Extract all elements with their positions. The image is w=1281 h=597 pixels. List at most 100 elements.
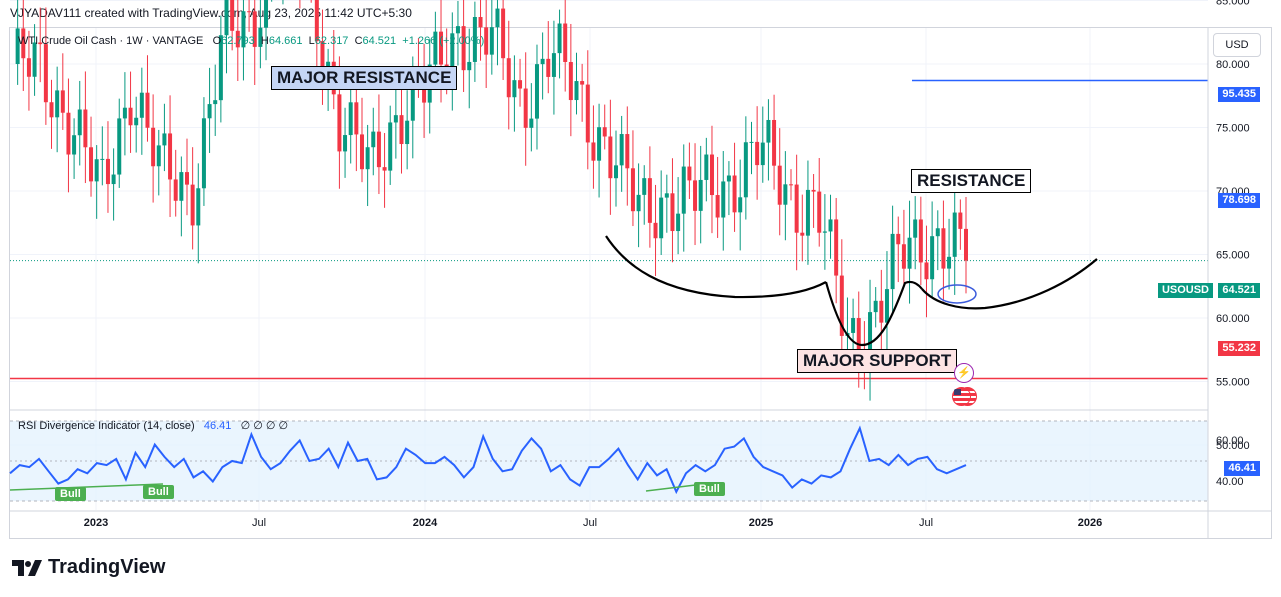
candle-body <box>506 58 511 98</box>
candle-body <box>111 174 116 185</box>
candle-body <box>393 115 398 123</box>
symbol-name-tag: USOUSD <box>1157 283 1213 298</box>
candle-body <box>179 172 184 201</box>
rsi-placeholders: ∅ ∅ ∅ ∅ <box>240 420 289 432</box>
resistance-callout: RESISTANCE <box>911 169 1032 193</box>
current-price-ellipse <box>937 284 977 304</box>
candle-body <box>726 175 731 182</box>
candle-body <box>371 131 376 148</box>
candle-body <box>794 184 799 233</box>
candle-body <box>670 193 675 232</box>
price-tick-label: 75.000 <box>1216 123 1250 135</box>
high-value: 64.661 <box>268 35 303 47</box>
candle-body <box>698 179 703 211</box>
candle-body <box>828 219 833 232</box>
resistance-price-tag: 78.698 <box>1218 193 1260 208</box>
chart-frame <box>9 27 1272 539</box>
candle-body <box>557 23 562 54</box>
candle-body <box>619 134 624 166</box>
candle-body <box>117 118 122 175</box>
candle-body <box>868 312 873 364</box>
candle-body <box>128 107 133 126</box>
candle-body <box>630 168 635 212</box>
rsi-layer <box>9 425 967 495</box>
currency-button[interactable]: USD <box>1213 33 1261 57</box>
candle-body <box>410 70 415 121</box>
candle-body <box>72 135 77 155</box>
candle-body <box>597 127 602 161</box>
candle-body <box>388 122 393 171</box>
candle-body <box>918 219 923 263</box>
candle-body <box>901 244 906 269</box>
time-tick-label: 2026 <box>1078 517 1102 529</box>
rsi-legend: RSI Divergence Indicator (14, close) 46.… <box>18 419 288 432</box>
candle-body <box>122 107 127 119</box>
candle-body <box>314 0 319 42</box>
lightning-event-icon[interactable]: ⚡ <box>954 363 974 383</box>
rsi-value-tag: 46.41 <box>1224 461 1260 476</box>
candle-body <box>77 109 82 136</box>
candle-body <box>529 118 534 128</box>
change-value: +1.266 (+2.00%) <box>402 35 485 47</box>
candle-body <box>354 102 359 135</box>
candle-body <box>455 26 460 34</box>
candle-body <box>755 141 760 166</box>
candle-body <box>162 133 167 146</box>
candle-body <box>546 58 551 77</box>
candle-body <box>659 197 664 239</box>
cup-inner-dip-curve <box>824 280 923 347</box>
candle-body <box>38 42 43 45</box>
candle-body <box>495 8 500 28</box>
candle-body <box>580 81 585 85</box>
tradingview-wordmark: TradingView <box>48 556 166 578</box>
candle-body <box>732 175 737 213</box>
bull-label-3: Bull <box>694 482 725 496</box>
candle-body <box>574 81 579 101</box>
candle-body <box>433 31 438 65</box>
candle-body <box>958 212 963 229</box>
candle-body <box>789 184 794 186</box>
major-support-price-tag: 55.232 <box>1218 341 1260 356</box>
price-tick-label: 60.000 <box>1216 313 1250 325</box>
tradingview-logo[interactable]: TradingView <box>12 556 165 579</box>
candle-body <box>952 212 957 257</box>
candle-body <box>523 88 528 128</box>
candle-body <box>851 318 856 333</box>
candle-body <box>602 127 607 137</box>
candle-body <box>760 142 765 166</box>
candle-body <box>715 195 720 218</box>
candle-body <box>156 145 161 167</box>
candle-body <box>439 31 444 65</box>
candle-body <box>738 197 743 213</box>
low-label: L <box>308 35 315 47</box>
handle-right-curve <box>921 258 1098 310</box>
axis-layer: 100.00095.00090.00085.00080.00075.00070.… <box>84 0 1250 529</box>
candle-body <box>608 136 613 179</box>
candle-body <box>100 158 105 160</box>
candle-body <box>873 300 878 313</box>
candle-body <box>382 167 387 171</box>
candle-body <box>856 318 861 359</box>
candle-body <box>907 237 912 269</box>
candle-body <box>540 58 545 65</box>
candle-body <box>83 109 88 148</box>
candle-body <box>930 236 935 280</box>
candle-body <box>484 27 489 55</box>
candle-body <box>585 84 590 143</box>
candle-body <box>653 222 658 239</box>
us-flag-events-icon[interactable] <box>952 387 977 406</box>
candle-body <box>43 44 48 103</box>
candle-body <box>94 159 99 182</box>
rsi-title: RSI Divergence Indicator (14, close) <box>18 420 195 432</box>
candle-body <box>512 80 517 98</box>
candle-body <box>563 23 568 63</box>
time-tick-label: Jul <box>252 517 266 529</box>
candle-body <box>478 17 483 28</box>
candle-body <box>230 0 235 31</box>
candle-body <box>218 35 223 101</box>
low-value: 62.317 <box>314 35 349 47</box>
candle-body <box>913 219 918 238</box>
candle-body <box>501 8 506 59</box>
candle-body <box>134 117 139 126</box>
